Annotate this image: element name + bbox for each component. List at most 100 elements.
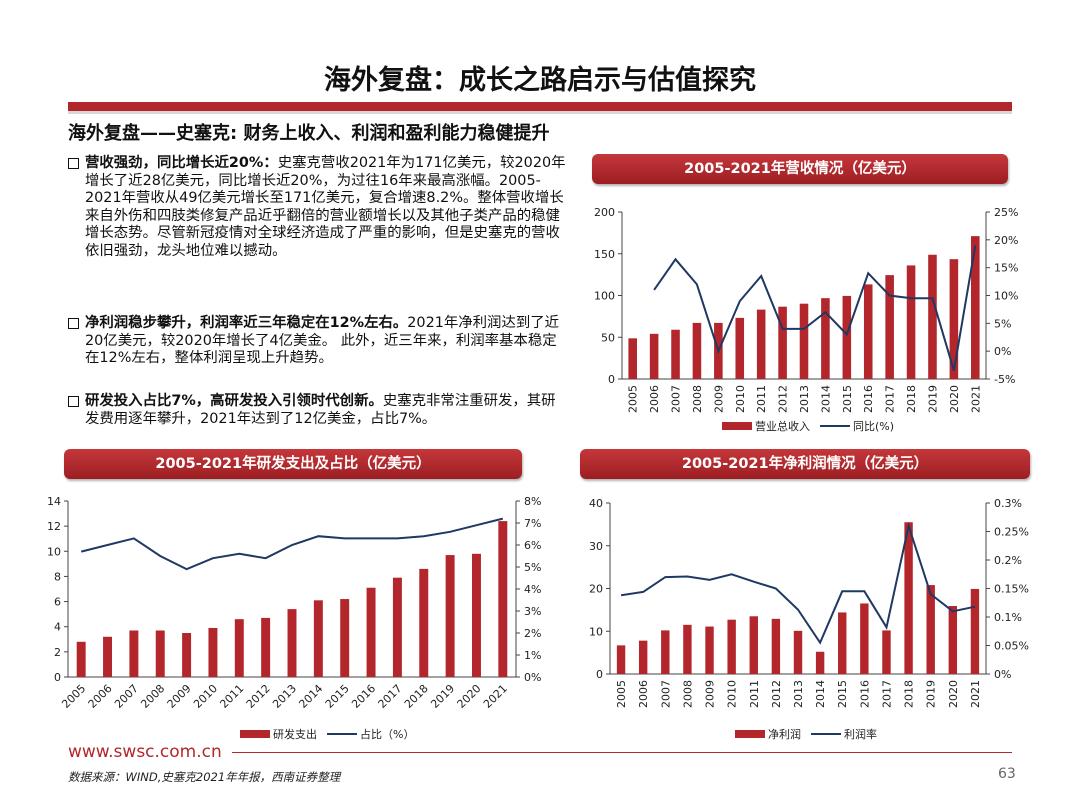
left-tick-label: 0 (54, 671, 61, 684)
x-tick-label: 2016 (349, 682, 378, 711)
bar-2020 (948, 606, 958, 674)
left-tick-label: 2 (54, 646, 61, 659)
line-series (80, 517, 504, 571)
legend-bar-label: 净利润 (768, 727, 801, 741)
bar-2008 (692, 322, 702, 379)
bar-2017 (392, 577, 402, 677)
right-tick-label: 0% (524, 671, 541, 684)
bar-2005 (616, 645, 626, 674)
bar-2014 (313, 600, 323, 677)
page-title: 海外复盘：成长之路启示与估值探究 (324, 65, 756, 96)
x-tick-label: 2018 (903, 680, 916, 708)
checkbox-icon (68, 318, 79, 329)
netprofit-chart-title: 2005-2021年净利润情况（亿美元） (580, 449, 1030, 479)
x-tick-label: 2008 (138, 682, 167, 711)
right-tick-label: 0% (994, 345, 1011, 358)
left-tick-label: 0 (608, 373, 615, 386)
right-tick-label: 2% (524, 627, 541, 640)
bar-2021 (971, 236, 980, 379)
bar-2015 (838, 612, 847, 674)
x-tick-label: 2019 (926, 385, 939, 413)
bullet-heading: 营收强劲，同比增长近20%： (85, 155, 278, 171)
bar-2019 (926, 585, 935, 674)
bullet-body: 史塞克非常注重研发，其研发费用逐年攀升，2021年达到了12亿美金，占比7%。 (85, 393, 556, 427)
left-tick-label: 200 (594, 206, 615, 219)
bar-2016 (366, 587, 376, 677)
bar-2006 (638, 640, 648, 674)
left-tick-label: 8 (54, 570, 61, 583)
left-tick-label: 4 (54, 621, 61, 634)
x-tick-label: 2016 (858, 680, 871, 708)
x-tick-label: 2005 (59, 682, 88, 711)
left-tick-label: 100 (594, 290, 615, 303)
bar-2019 (445, 555, 455, 677)
website-link[interactable]: www.swsc.com.cn (68, 742, 222, 762)
right-tick-label: 6% (524, 539, 541, 552)
x-tick-label: 2014 (814, 680, 827, 708)
x-tick-label: 2015 (323, 682, 352, 711)
legend-bar-label: 研发支出 (273, 727, 317, 741)
right-tick-label: -5% (994, 373, 1015, 386)
x-tick-label: 2005 (615, 680, 628, 708)
right-tick-label: 15% (994, 262, 1018, 275)
right-tick-label: 0.1% (994, 611, 1022, 624)
x-tick-label: 2006 (648, 385, 661, 413)
legend-bar-label: 营业总收入 (755, 419, 810, 433)
right-tick-label: 20% (994, 234, 1018, 247)
bar-2008 (155, 630, 165, 677)
bar-2010 (727, 619, 736, 674)
bullet-revenue: 营收强劲，同比增长近20%：史塞克营收2021年为171亿美元，较2020年增长… (68, 155, 568, 261)
right-tick-label: 4% (524, 583, 541, 596)
checkbox-icon (68, 396, 79, 407)
bar-2020 (471, 553, 481, 677)
title-divider-shadow (68, 111, 1012, 114)
bullet-heading: 研发投入占比7%，高研发投入引领时代创新。 (85, 393, 383, 409)
x-tick-label: 2015 (836, 680, 849, 708)
right-tick-label: 8% (524, 495, 541, 508)
x-tick-label: 2016 (862, 385, 875, 413)
bar-2012 (778, 306, 787, 379)
bullet-body: 史塞克营收2021年为171亿美元，较2020年增长了近28亿美元，同比增长近2… (85, 155, 566, 259)
bar-2015 (340, 599, 350, 677)
section-subtitle: 海外复盘——史塞克: 财务上收入、利润和盈利能力稳健提升 (68, 123, 550, 144)
bar-2021 (970, 588, 980, 674)
right-tick-label: 5% (994, 317, 1011, 330)
x-tick-label: 2020 (455, 682, 484, 711)
bar-2007 (661, 630, 670, 674)
bar-2016 (860, 603, 869, 674)
x-tick-label: 2011 (748, 680, 761, 708)
bar-2005 (76, 641, 86, 677)
x-tick-label: 2017 (880, 680, 893, 708)
x-tick-label: 2011 (755, 385, 768, 413)
bar-2011 (234, 619, 244, 677)
bar-2019 (928, 254, 937, 379)
line-series (620, 521, 976, 645)
x-tick-label: 2006 (637, 680, 650, 708)
left-tick-label: 14 (47, 495, 61, 508)
x-tick-label: 2010 (191, 682, 220, 711)
bar-2017 (885, 275, 894, 379)
legend-line-label: 利润率 (844, 727, 877, 741)
revenue-chart-title: 2005-2021年营收情况（亿美元） (592, 154, 1008, 184)
x-tick-label: 2007 (112, 682, 141, 711)
bar-2009 (705, 626, 714, 674)
right-tick-label: 5% (524, 561, 541, 574)
x-tick-label: 2008 (681, 680, 694, 708)
bar-2008 (683, 624, 692, 674)
x-tick-label: 2007 (659, 680, 672, 708)
x-tick-label: 2011 (217, 682, 246, 711)
bar-2007 (671, 329, 680, 379)
bar-2013 (287, 609, 297, 677)
x-tick-label: 2010 (734, 385, 747, 413)
x-tick-label: 2013 (798, 385, 811, 413)
x-tick-label: 2015 (841, 385, 854, 413)
bar-2011 (749, 616, 758, 674)
bar-2006 (649, 333, 659, 379)
x-tick-label: 2009 (704, 680, 717, 708)
right-tick-label: 1% (524, 649, 541, 662)
right-tick-label: 0.15% (994, 583, 1029, 596)
left-tick-label: 30 (589, 540, 603, 553)
x-tick-label: 2020 (948, 385, 961, 413)
x-tick-label: 2014 (296, 682, 325, 711)
x-tick-label: 2012 (244, 682, 273, 711)
